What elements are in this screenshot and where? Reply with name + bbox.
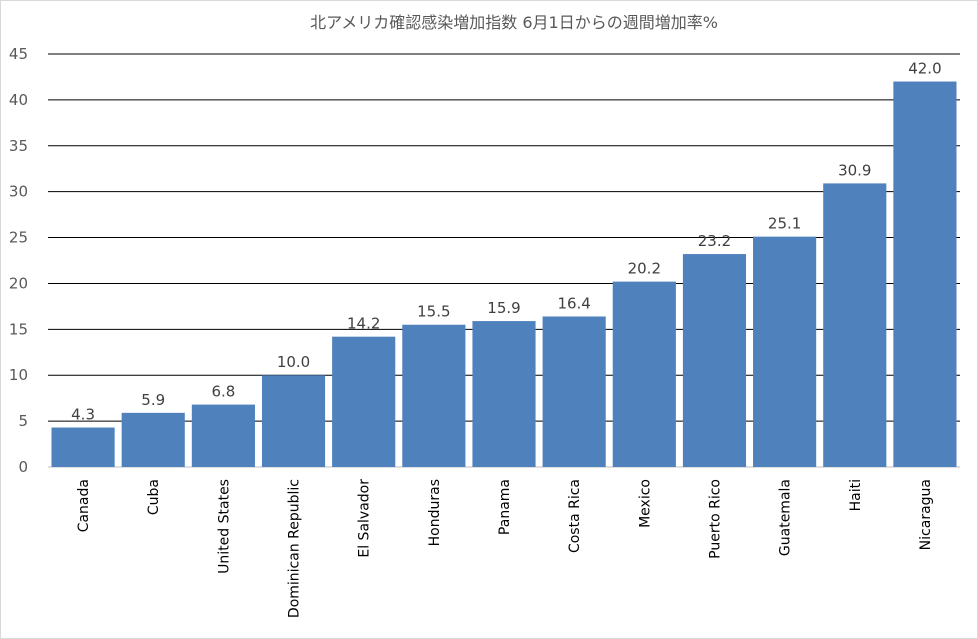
x-tick-label: El Salvador xyxy=(357,479,373,558)
y-tick-label: 5 xyxy=(18,412,28,430)
bar xyxy=(332,336,396,467)
y-tick-label: 15 xyxy=(9,320,28,338)
x-tick-label: Dominican Republic xyxy=(287,479,303,618)
bar xyxy=(682,254,747,467)
data-label: 15.5 xyxy=(417,303,450,321)
x-tick-label: United States xyxy=(216,479,232,574)
data-label: 4.3 xyxy=(71,406,95,424)
data-label: 25.1 xyxy=(768,215,801,233)
data-label: 16.4 xyxy=(557,294,590,312)
data-label: 10.0 xyxy=(277,353,310,371)
bar xyxy=(191,404,255,467)
y-tick-label: 30 xyxy=(9,183,28,201)
x-axis-ticks: Canada Cuba United States Dominican Republi… xyxy=(76,479,934,618)
bar xyxy=(472,321,536,467)
y-tick-label: 40 xyxy=(9,91,28,109)
chart-title: 北アメリカ確認感染増加指数 6月1日からの週間増加率% xyxy=(310,13,718,32)
data-label: 23.2 xyxy=(698,232,731,250)
bar xyxy=(893,81,957,468)
data-label: 14.2 xyxy=(347,315,380,333)
bar xyxy=(542,316,606,467)
x-tick-label: Costa Rica xyxy=(567,479,583,553)
x-tick-label: Guatemala xyxy=(778,479,794,556)
y-tick-label: 25 xyxy=(9,229,28,247)
bar xyxy=(823,183,887,467)
data-label: 6.8 xyxy=(211,383,235,401)
y-tick-label: 0 xyxy=(18,458,28,476)
data-label: 5.9 xyxy=(141,391,165,409)
data-label: 15.9 xyxy=(487,299,520,317)
bar xyxy=(51,427,115,467)
bar xyxy=(753,236,817,467)
x-tick-label: Canada xyxy=(76,479,92,532)
y-axis-ticks: 0 5 10 15 20 25 30 35 40 45 xyxy=(9,45,28,476)
y-tick-label: 20 xyxy=(9,274,28,292)
data-label: 42.0 xyxy=(908,60,941,78)
x-tick-label: Haiti xyxy=(848,479,864,511)
data-labels: 4.3 5.9 6.8 10.0 14.2 15.5 15.9 16.4 20.2 23.2 25.… xyxy=(71,60,941,424)
bar xyxy=(402,324,466,467)
data-label: 20.2 xyxy=(628,260,661,278)
x-tick-label: Puerto Rico xyxy=(707,479,723,559)
bar xyxy=(612,281,676,467)
x-tick-label: Honduras xyxy=(427,479,443,546)
bar xyxy=(261,375,326,467)
y-tick-label: 10 xyxy=(9,366,28,384)
bars xyxy=(51,81,957,468)
x-tick-label: Nicaragua xyxy=(918,479,934,550)
x-tick-label: Panama xyxy=(497,479,513,535)
data-label: 30.9 xyxy=(838,161,871,179)
y-tick-label: 45 xyxy=(9,45,28,63)
x-tick-label: Cuba xyxy=(146,479,162,515)
bar xyxy=(121,412,185,467)
y-tick-label: 35 xyxy=(9,137,28,155)
x-tick-label: Mexico xyxy=(637,479,653,528)
